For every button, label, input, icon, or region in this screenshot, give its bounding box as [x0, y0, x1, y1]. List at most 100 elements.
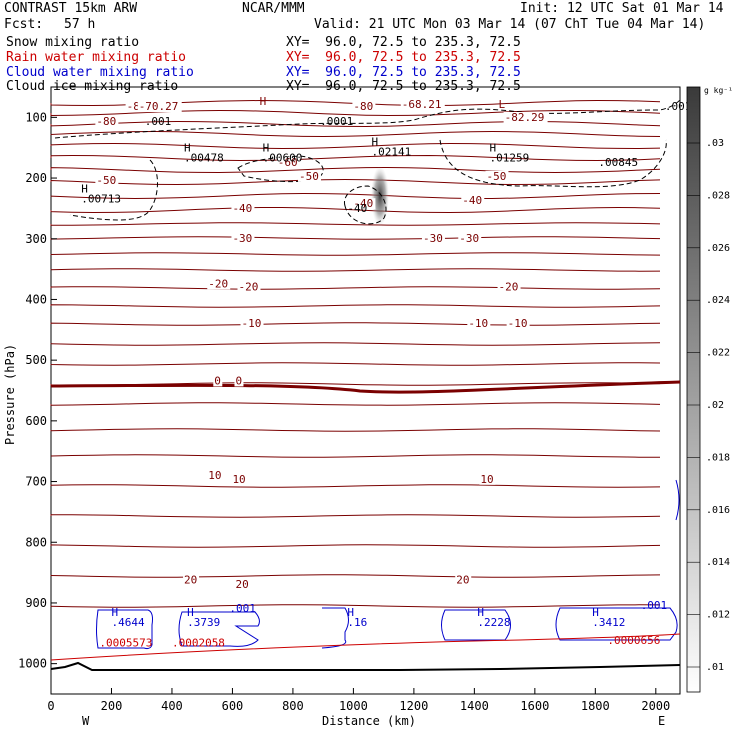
x-tick-label: 600 — [222, 699, 244, 713]
extremum-value: .00478 — [184, 152, 224, 165]
extremum-marker: H — [372, 136, 379, 149]
temperature-label-background — [137, 101, 182, 113]
temperature-contour — [50, 236, 661, 240]
temperature-label: -50 — [96, 174, 116, 187]
temperature-label: -20 — [208, 277, 228, 290]
temperature-contour — [50, 268, 661, 272]
cloud-ice-contours — [54, 99, 681, 225]
x-axis-label: Distance (km) — [322, 714, 416, 728]
temperature-label: -60 — [278, 156, 298, 169]
extremum-value: .001 — [665, 100, 692, 113]
extremum-marker: H — [187, 606, 194, 619]
terrain-line — [50, 661, 681, 671]
extremum-value: .00600 — [263, 152, 303, 165]
legend-rain-label: Rain water mixing ratio — [6, 50, 187, 65]
snow-shading — [371, 166, 389, 226]
extremum-marker: H — [260, 95, 267, 108]
extremum-marker: L — [499, 98, 506, 111]
temperature-label-background — [479, 473, 496, 485]
forecast-label: Fcst: — [4, 17, 44, 32]
extremum-value: -40 — [347, 202, 367, 215]
y-tick-label: 800 — [25, 535, 47, 549]
extremum-value: .00713 — [81, 192, 121, 205]
x-left-end-label: W — [82, 714, 90, 728]
temperature-contour — [50, 428, 661, 432]
temperature-label-background — [458, 232, 482, 244]
temperature-contour — [50, 142, 661, 150]
valid-time: Valid: 21 UTC Mon 03 Mar 14 (07 ChT Tue … — [314, 17, 706, 32]
legend-cloud-water-xy: XY= 96.0, 72.5 to 235.3, 72.5 — [286, 65, 521, 80]
x-tick-label: 1000 — [339, 699, 368, 713]
cloud-water-contour — [675, 479, 680, 521]
x-tick-label: 400 — [161, 699, 183, 713]
y-tick-label: 500 — [25, 353, 47, 367]
temperature-label-background — [240, 317, 264, 329]
x-tick-label: 0 — [47, 699, 54, 713]
temperature-contour — [50, 322, 661, 326]
cloud-water-contour — [96, 609, 153, 650]
extremum-value: .001 — [145, 115, 172, 128]
colorbar: .01 .012 .014 .016 .018 .02 .022 .024 .026 .028 .0… — [686, 86, 730, 693]
temperature-label: -20 — [238, 280, 258, 293]
temperature-label: -10 — [242, 317, 262, 330]
temperature-label: -30 — [232, 232, 252, 245]
temperature-label: -40 — [353, 197, 373, 210]
temperature-label-background — [503, 111, 548, 123]
temperature-label-background — [506, 317, 530, 329]
extremum-value: .0005573 — [99, 637, 152, 650]
snow-maximum-shade — [371, 166, 389, 226]
x-right-end-label: E — [658, 714, 665, 728]
temperature-label: 0 — [235, 374, 242, 387]
temperature-contour — [50, 222, 661, 226]
extremum-marker: H — [184, 142, 191, 155]
extremum-value: .0001 — [320, 115, 353, 128]
temperature-contour — [50, 109, 661, 117]
temperature-label-background — [231, 473, 248, 485]
legend-snow-xy: XY= 96.0, 72.5 to 235.3, 72.5 — [286, 35, 521, 50]
temperature-label: 10 — [232, 473, 245, 486]
colorbar-tick-label: .02 — [706, 400, 724, 411]
temperature-label-background — [455, 574, 472, 586]
extremum-value: .0002058 — [172, 637, 225, 650]
temperature-labels: -80-80-80-70.27 -68.21-82.29-60-50 -50 -50-… — [95, 98, 548, 591]
temperature-label-background — [467, 317, 491, 329]
temperature-label: -20 — [499, 280, 519, 293]
freezing-level-contour — [50, 380, 681, 394]
colorbar-tick-label: .018 — [706, 452, 730, 463]
temperature-label: -70.27 — [139, 100, 179, 113]
cloud-water-contour — [321, 607, 349, 649]
extremum-marker: H — [347, 606, 354, 619]
temperature-label-background — [95, 175, 119, 187]
extremum-value: .2228 — [477, 616, 510, 629]
colorbar-tick-label: .026 — [706, 243, 730, 254]
y-tick-label: 100 — [25, 110, 47, 124]
temperature-label: -40 — [462, 194, 482, 207]
temperature-contour — [50, 514, 661, 518]
temperature-label: 10 — [208, 469, 221, 482]
temperature-label-background — [352, 101, 376, 113]
temperature-contour — [50, 484, 661, 488]
cloud-ice-contour — [237, 155, 324, 183]
temperature-label: -40 — [232, 202, 252, 215]
init-time: Init: 12 UTC Sat 01 Mar 14 — [520, 1, 724, 16]
extremum-value: .4644 — [111, 616, 144, 629]
temperature-label: -80 — [353, 100, 373, 113]
temperature-label: 20 — [184, 574, 197, 587]
extremum-marker: H — [489, 142, 496, 155]
extremum-value: .3739 — [187, 616, 220, 629]
temperature-label: -50 — [299, 170, 319, 183]
temperature-label-background — [352, 198, 376, 210]
extremum-marker: H — [81, 182, 88, 195]
colorbar-tick-label: .014 — [706, 557, 730, 568]
temperature-label: 10 — [480, 473, 493, 486]
colorbar-tick-label: .022 — [706, 348, 730, 359]
extremum-value: .001 — [641, 599, 668, 612]
temperature-label: -80 — [96, 115, 116, 128]
x-tick-label: 200 — [101, 699, 123, 713]
temperature-contour — [50, 252, 661, 256]
x-axis: 0 200 400 600 800 1000 1200 1400 1600 1800 2000 — [47, 688, 670, 713]
temperature-label: -68.21 — [402, 98, 442, 111]
temperature-label-background — [276, 156, 300, 168]
temperature-label-background — [231, 232, 255, 244]
